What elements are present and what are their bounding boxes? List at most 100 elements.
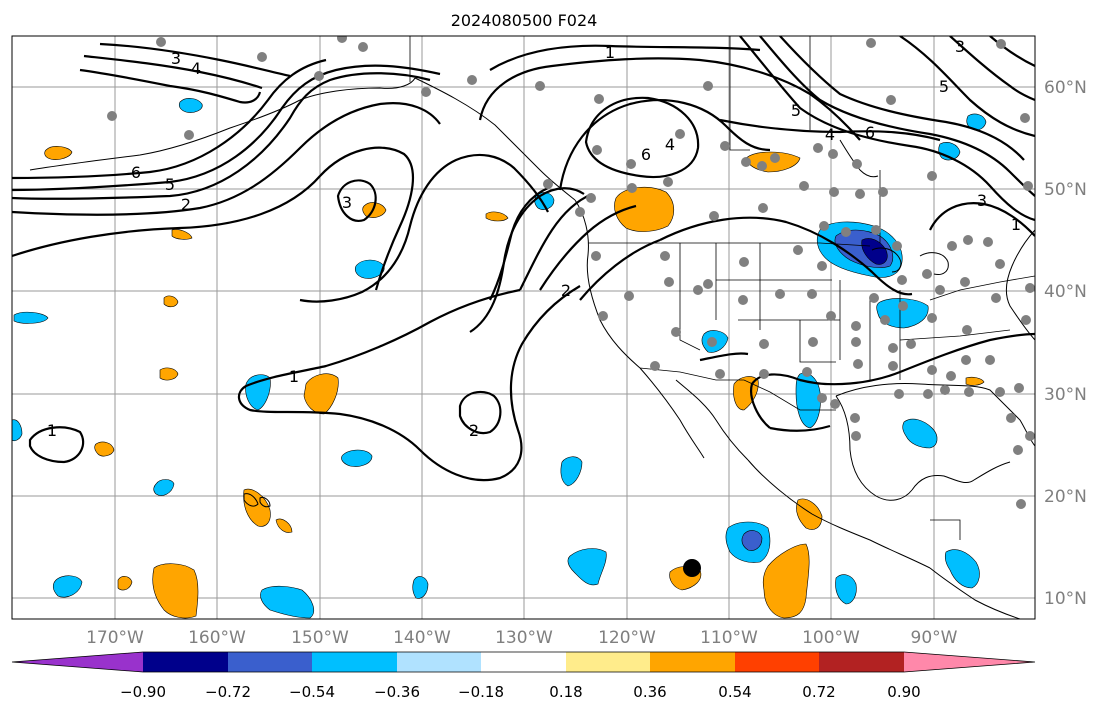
station-marker — [922, 269, 932, 279]
station-marker — [467, 75, 477, 85]
contour-line — [458, 390, 502, 435]
station-marker — [671, 327, 681, 337]
blob-negative-max — [861, 238, 888, 265]
colorbar-segment — [228, 652, 312, 672]
station-marker — [819, 221, 829, 231]
colorbar-outline — [11, 651, 1036, 673]
station-marker — [960, 277, 970, 287]
blob-negative — [341, 449, 373, 467]
blob-positive — [965, 376, 985, 386]
blob-positive — [117, 576, 133, 591]
blob-positive — [94, 441, 115, 457]
contour-label: 1 — [289, 367, 299, 386]
station-marker — [1025, 431, 1035, 441]
station-marker — [828, 149, 838, 159]
lat-tick-label: 10°N — [1044, 589, 1087, 609]
station-marker — [664, 277, 674, 287]
lat-tick-label: 20°N — [1044, 487, 1087, 507]
station-marker — [851, 431, 861, 441]
blob-negative — [560, 456, 583, 487]
station-marker — [946, 371, 956, 381]
station-marker — [1020, 113, 1030, 123]
colorbar-tick-label: 0.18 — [549, 683, 582, 701]
colorbar-segment — [650, 652, 735, 672]
station-marker — [841, 227, 851, 237]
contour-line — [759, 36, 1035, 197]
blob-positive — [163, 295, 179, 308]
station-marker — [923, 389, 933, 399]
blob-negative — [12, 419, 23, 442]
blob-negative — [260, 585, 314, 619]
contour-line — [659, 216, 913, 296]
station-marker — [594, 94, 604, 104]
lat-tick-label: 50°N — [1044, 180, 1087, 200]
station-marker — [738, 295, 748, 305]
contour-label: 5 — [939, 77, 949, 96]
blob-negative — [178, 98, 203, 113]
station-marker — [624, 291, 634, 301]
longitude-ticks: 170°W 160°W 150°W 140°W 130°W 120°W 110°… — [86, 628, 958, 648]
station-marker — [257, 52, 267, 62]
coast-gulf-north — [835, 383, 1035, 447]
lon-tick-label: 150°W — [291, 628, 349, 648]
contour-line — [12, 146, 415, 291]
storm-center-marker — [683, 559, 701, 577]
station-marker — [995, 259, 1005, 269]
contour-lines — [12, 36, 1035, 482]
contour-label: 4 — [191, 59, 201, 78]
contour-line — [79, 68, 262, 104]
station-marker — [626, 159, 636, 169]
station-marker — [709, 211, 719, 221]
station-marker — [693, 285, 703, 295]
station-marker — [961, 355, 971, 365]
station-marker — [793, 245, 803, 255]
station-marker — [543, 179, 553, 189]
station-marker — [947, 241, 957, 251]
colorbar-segment — [566, 652, 650, 672]
contour-label: 2 — [469, 421, 479, 440]
station-marker — [802, 367, 812, 377]
contour-line — [558, 99, 771, 191]
station-marker — [940, 385, 950, 395]
contour-labels: 3 4 6 5 2 3 1 6 4 2 1 2 1 5 4 6 5 3 1 3 — [47, 37, 1021, 440]
contour-label: 1 — [1011, 215, 1021, 234]
blob-negative — [153, 479, 175, 496]
blob-negative — [795, 372, 821, 429]
blob-positive — [762, 543, 810, 619]
contour-line — [899, 36, 1035, 138]
station-marker — [775, 289, 785, 299]
border-state — [929, 275, 1035, 301]
border-central-america — [930, 519, 961, 540]
station-marker — [964, 387, 974, 397]
coast-baja — [639, 367, 705, 459]
contour-line — [739, 36, 1035, 222]
station-marker — [591, 251, 601, 261]
station-marker — [808, 337, 818, 347]
station-marker — [871, 225, 881, 235]
station-marker — [851, 337, 861, 347]
station-marker — [892, 241, 902, 251]
coast-hawaii — [259, 497, 271, 508]
contour-line — [539, 204, 637, 291]
lon-tick-label: 130°W — [495, 628, 553, 648]
contour-line — [584, 96, 700, 178]
blob-positive — [159, 367, 179, 381]
station-marker — [927, 171, 937, 181]
station-marker — [935, 285, 945, 295]
lon-tick-label: 170°W — [86, 628, 144, 648]
station-marker — [598, 311, 608, 321]
contour-line — [237, 285, 581, 482]
station-marker — [888, 343, 898, 353]
lat-tick-label: 30°N — [1044, 385, 1087, 405]
contour-label: 2 — [561, 281, 571, 300]
station-marker — [1025, 283, 1035, 293]
colorbar-segment — [735, 652, 819, 672]
station-marker — [880, 315, 890, 325]
colorbar-tick-label: −0.90 — [120, 683, 166, 701]
colorbar-segment — [397, 652, 481, 672]
contour-line — [519, 192, 593, 291]
station-marker — [758, 203, 768, 213]
blob-positive — [796, 498, 823, 530]
blob-positive — [485, 211, 509, 222]
colorbar-extension-high — [904, 652, 1035, 672]
